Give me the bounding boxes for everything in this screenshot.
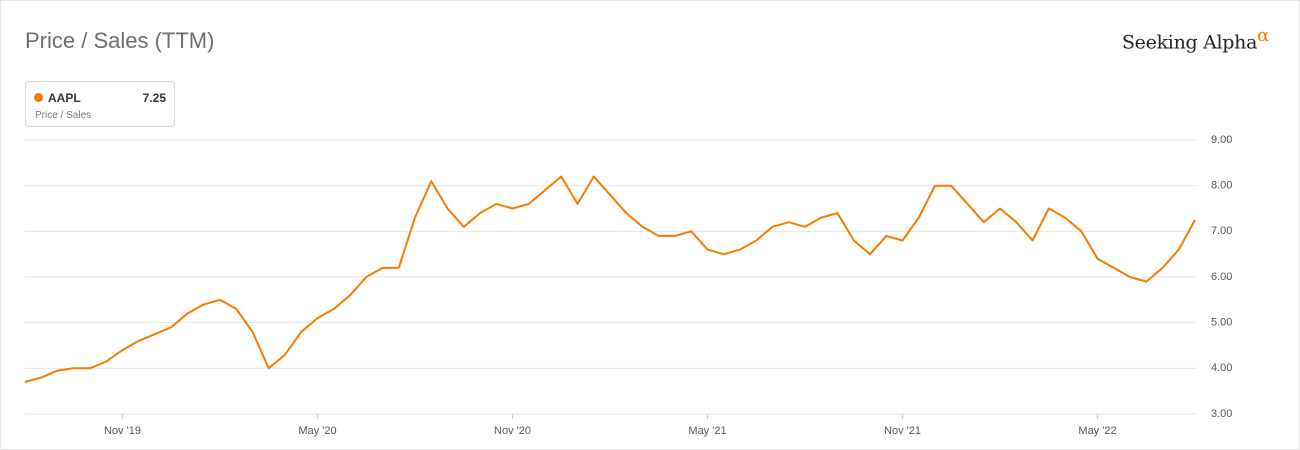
x-tick-label: Nov '20: [494, 425, 531, 437]
y-tick-label: 5.00: [1211, 317, 1232, 329]
y-tick-label: 8.00: [1211, 180, 1232, 192]
chart-title: Price / Sales (TTM): [25, 28, 215, 53]
legend-value: 7.25: [142, 91, 166, 105]
x-tick-label: May '22: [1078, 425, 1116, 437]
brand-mark: α: [1257, 25, 1269, 46]
x-tick-label: May '21: [688, 425, 726, 437]
legend-name: AAPL: [48, 91, 81, 105]
brand-name: Seeking Alpha: [1121, 31, 1258, 54]
y-tick-label: 3.00: [1211, 408, 1232, 420]
y-tick-label: 9.00: [1211, 134, 1232, 146]
legend: AAPL 7.25 Price / Sales: [25, 81, 175, 127]
y-tick-label: 6.00: [1211, 271, 1232, 283]
y-tick-label: 4.00: [1211, 362, 1232, 374]
x-tick-label: Nov '21: [884, 425, 921, 437]
brand-logo: Seeking Alphaα: [1122, 25, 1269, 53]
series-line: [24, 175, 1196, 383]
legend-caption: Price / Sales: [35, 110, 92, 121]
y-tick-label: 7.00: [1211, 225, 1232, 237]
legend-swatch: [34, 93, 43, 102]
x-tick-label: May '20: [298, 425, 336, 437]
x-tick-label: Nov '19: [104, 425, 141, 437]
